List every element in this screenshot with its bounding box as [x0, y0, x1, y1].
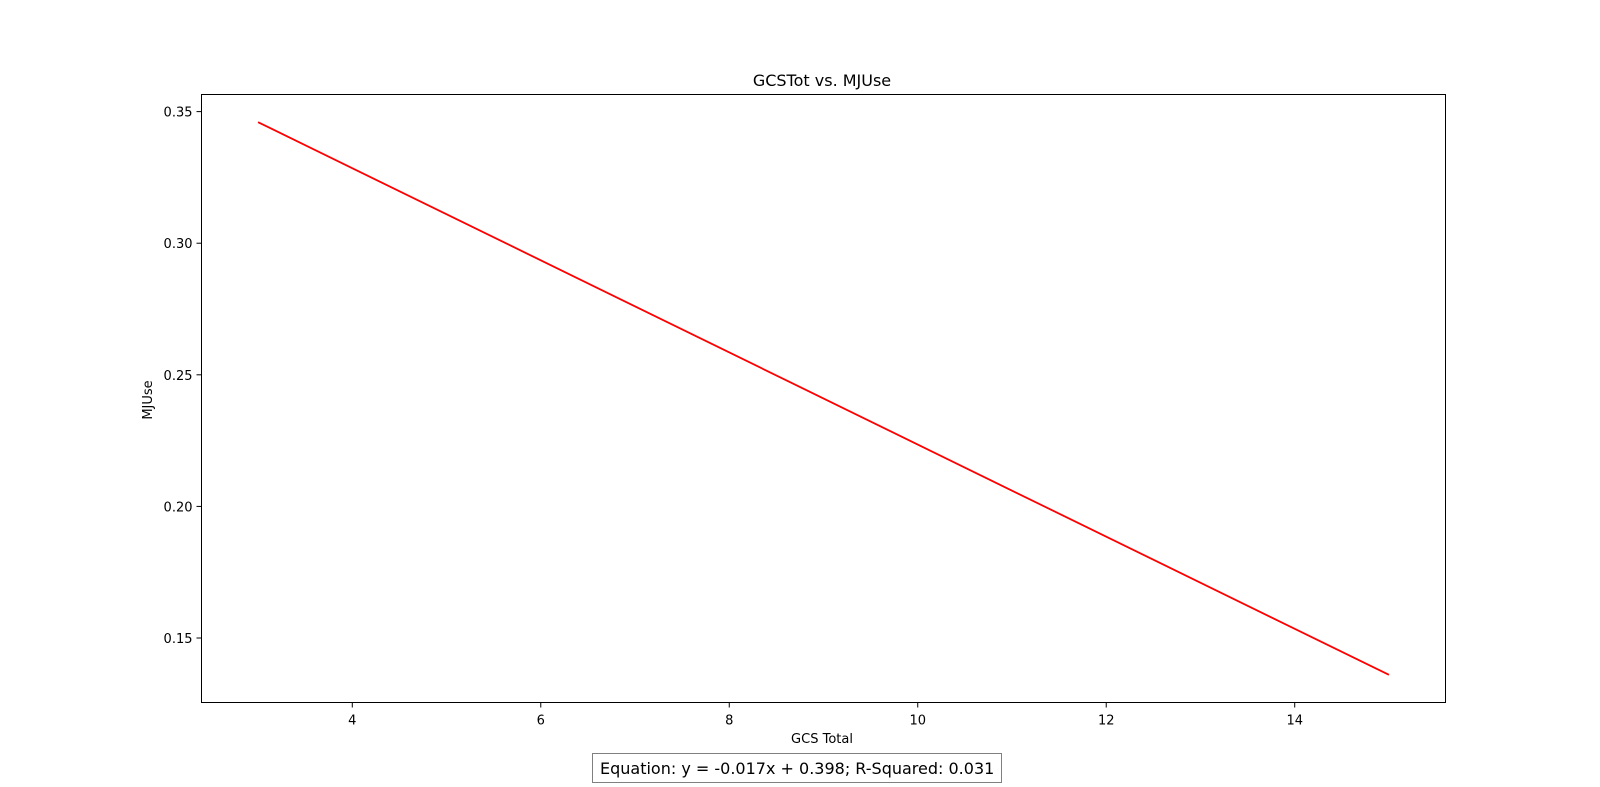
- y-axis-label: MJUse: [141, 380, 156, 419]
- x-tick-label: 14: [1286, 714, 1303, 729]
- y-tick-label: 0.35: [164, 106, 193, 121]
- y-tick-label: 0.15: [164, 632, 193, 647]
- y-tick-label: 0.25: [164, 369, 193, 384]
- x-tick-label: 8: [725, 714, 733, 729]
- x-axis-label: GCS Total: [791, 732, 853, 747]
- x-tick-label: 10: [909, 714, 926, 729]
- plot-area: [201, 94, 1446, 703]
- y-axis: 0.15 0.20 0.25 0.30 0.35: [164, 106, 202, 647]
- y-tick-label: 0.20: [164, 500, 193, 515]
- equation-annotation: Equation: y = -0.017x + 0.398; R-Squared…: [592, 753, 1003, 783]
- regression-line: [257, 121, 1390, 676]
- series-layer: [257, 121, 1390, 676]
- x-tick-label: 12: [1098, 714, 1115, 729]
- chart-title: GCSTot vs. MJUse: [753, 71, 891, 90]
- x-tick-label: 4: [348, 714, 356, 729]
- x-axis: 4 6 8 10 12 14: [348, 702, 1303, 729]
- y-tick-label: 0.30: [164, 237, 193, 252]
- x-tick-label: 6: [537, 714, 545, 729]
